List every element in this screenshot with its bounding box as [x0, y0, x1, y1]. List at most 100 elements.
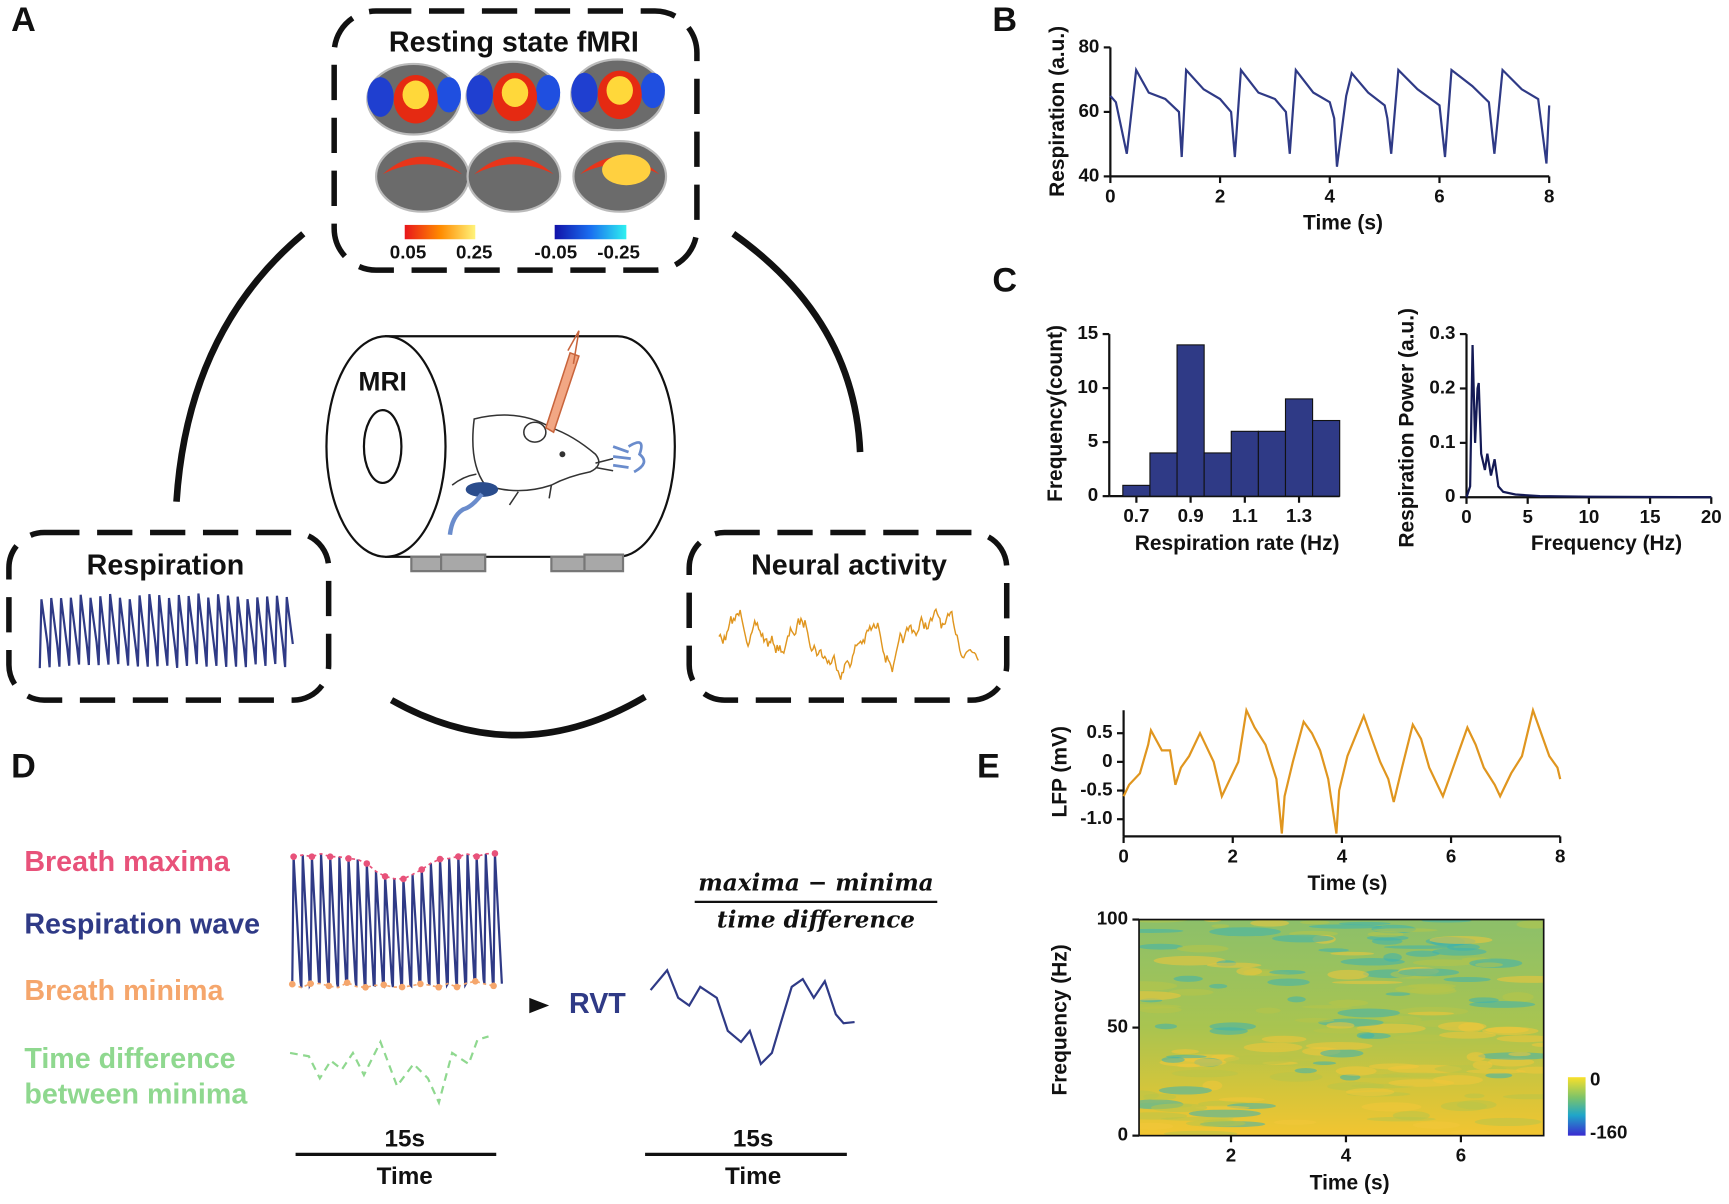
spectrogram-streak — [1515, 1066, 1544, 1074]
spectrogram-streak — [1502, 992, 1534, 1002]
y-tick-label: 40 — [1079, 164, 1100, 185]
spectrogram-streak — [1516, 920, 1544, 929]
x-tick-label: 4 — [1337, 845, 1348, 866]
fmri-box — [331, 8, 700, 273]
spectrogram-streak — [1269, 1072, 1323, 1082]
spectrogram-streak — [1287, 996, 1306, 1003]
panel-label: D — [11, 748, 36, 786]
spectrogram-streak — [1139, 928, 1184, 933]
arrow — [529, 997, 550, 1014]
colorbar-negative — [554, 224, 627, 240]
spectrogram-streak — [1195, 1105, 1250, 1110]
y-tick-label: 0 — [1445, 485, 1455, 506]
y-tick-label: 0 — [1102, 750, 1112, 771]
spectrogram-streak — [1487, 1057, 1535, 1067]
maximum-dot — [290, 853, 297, 860]
x-tick-label: 0 — [1118, 845, 1128, 866]
air-puff — [612, 441, 646, 474]
cycle-arc — [173, 231, 306, 502]
x-tick-label: 4 — [1325, 185, 1336, 206]
bar — [1203, 452, 1232, 497]
spectrogram-streak — [1393, 1034, 1454, 1042]
brain-slices — [366, 58, 668, 213]
spectrogram-streak — [1161, 1056, 1185, 1063]
spectrogram-streak — [1269, 969, 1306, 975]
bar — [1122, 484, 1151, 497]
spectrogram-streak — [1206, 962, 1262, 968]
activation-blue — [640, 72, 665, 109]
spectrogram-streak — [1151, 1103, 1208, 1113]
spectrogram-streak — [1383, 945, 1455, 949]
y-tick-label: -0.5 — [1080, 778, 1112, 799]
brain-slice — [374, 140, 470, 213]
y-tick-label: 0.1 — [1429, 431, 1455, 452]
y-axis-label: Frequency(count) — [1044, 325, 1067, 502]
colorbar-label: 0.05 — [390, 242, 426, 263]
x-tick-label: 6 — [1456, 1145, 1466, 1166]
bar — [1257, 430, 1287, 497]
y-axis-label: Respiration (a.u.) — [1046, 26, 1069, 197]
maximum-dot — [436, 855, 444, 863]
spectrogram-streak — [1267, 978, 1310, 986]
y-tick-label: 50 — [1107, 1016, 1128, 1037]
x-axis-label: Time (s) — [1303, 211, 1383, 234]
spectrogram-streak — [1139, 1122, 1174, 1130]
spectrogram-streak — [1171, 1049, 1199, 1055]
spectrogram-streak — [1163, 1130, 1238, 1136]
colorbar-label: -0.05 — [534, 242, 577, 263]
spectrogram-streak — [1368, 1063, 1420, 1070]
x-tick-label: 0.7 — [1123, 505, 1149, 526]
spectrogram-streak — [1338, 921, 1391, 926]
spectrogram-streak — [1458, 1022, 1485, 1032]
spectrogram-streak — [1531, 1042, 1544, 1047]
activation-blue — [535, 74, 561, 111]
bar — [1176, 344, 1205, 497]
y-tick-label: -1.0 — [1080, 807, 1112, 828]
x-tick-label: 20 — [1701, 506, 1722, 527]
minimum-dot — [417, 980, 424, 988]
spectrogram-colorbar — [1567, 1077, 1586, 1136]
y-tick-label: 0 — [1118, 1124, 1128, 1145]
x-axis-label: Time (s) — [1310, 1172, 1390, 1195]
spectrogram-streak — [1388, 1079, 1455, 1087]
spectrogram-streak — [1255, 1007, 1281, 1014]
spectrogram-streak — [1320, 1049, 1364, 1058]
bar — [1312, 419, 1341, 497]
spectrogram-streak — [1176, 944, 1229, 953]
neural-label: Neural activity — [751, 549, 947, 581]
respiration-box — [6, 529, 332, 703]
rvt-label: RVT — [569, 988, 626, 1020]
activation-yellow — [501, 78, 529, 107]
mri-label: MRI — [358, 367, 407, 397]
x-axis-label: Time (s) — [1307, 872, 1387, 895]
spectrogram-streak — [1382, 1043, 1452, 1049]
maximum-dot — [363, 860, 371, 867]
spectrogram-streak — [1188, 1109, 1261, 1118]
activation-yellow — [602, 154, 651, 186]
x-tick-label: 0 — [1461, 506, 1471, 527]
x-tick-label: 0.9 — [1178, 505, 1204, 526]
maximum-dot — [473, 853, 480, 860]
spectrogram-streak — [1461, 1044, 1528, 1051]
spectrogram-streak — [1385, 992, 1411, 996]
spectrogram-streak — [1367, 931, 1404, 938]
spectrogram-streak — [1405, 950, 1440, 957]
spectrogram-streak — [1209, 927, 1281, 937]
bar — [1284, 398, 1314, 497]
minimum-dot — [325, 982, 333, 990]
spectrogram-streak — [1340, 958, 1405, 966]
data-line — [1109, 66, 1551, 167]
maximum-dot — [400, 875, 407, 883]
time-label: Time — [725, 1163, 781, 1190]
x-axis-label: Respiration rate (Hz) — [1135, 532, 1340, 555]
legend-minima: Breath minima — [24, 975, 224, 1007]
spectrogram-streak — [1171, 1069, 1239, 1078]
maximum-dot — [491, 850, 499, 857]
minimum-dot — [435, 983, 442, 991]
spectrogram-streak — [1139, 1006, 1182, 1014]
x-tick-label: 2 — [1226, 1145, 1236, 1166]
cycle-arc — [731, 231, 864, 453]
spectrogram-streak — [1412, 959, 1476, 966]
spectrogram-streak — [1209, 1022, 1257, 1031]
